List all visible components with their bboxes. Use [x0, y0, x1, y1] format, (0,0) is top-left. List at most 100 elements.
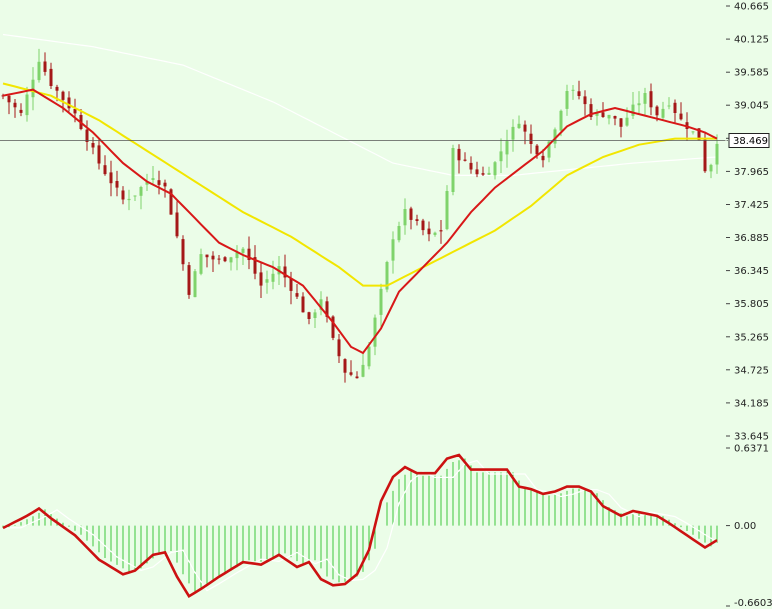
candle: [499, 138, 503, 173]
candle-body: [577, 91, 581, 96]
candle: [115, 170, 119, 197]
candle-body: [691, 131, 695, 133]
candle: [85, 120, 89, 151]
price-tick-label: 39.585: [734, 68, 769, 79]
candle-body: [535, 145, 539, 155]
candle-body: [13, 102, 17, 108]
candle: [193, 269, 197, 298]
candle-body: [559, 110, 563, 131]
ma-long-line: [2, 33, 718, 176]
candle-body: [187, 265, 191, 295]
candle-body: [349, 372, 353, 375]
candle-body: [301, 296, 305, 313]
candle: [7, 94, 11, 115]
candle: [121, 186, 125, 205]
candle-body: [229, 257, 233, 263]
candle: [619, 118, 623, 138]
candle: [583, 90, 587, 116]
candle-body: [679, 113, 683, 120]
candle-body: [385, 262, 389, 290]
candle: [613, 115, 617, 126]
price-tick-label: 34.725: [734, 365, 769, 376]
candle-body: [145, 181, 149, 185]
price-tick-label: 35.265: [734, 332, 769, 343]
candle-body: [43, 61, 47, 72]
price-tick-label: 36.345: [734, 266, 769, 277]
candle: [217, 255, 221, 265]
candle: [295, 284, 299, 299]
candle: [637, 91, 641, 115]
candle: [253, 245, 257, 280]
candle: [265, 270, 269, 294]
candle-body: [625, 117, 629, 126]
candle-body: [493, 162, 497, 176]
price-tick-label: 37.965: [734, 167, 769, 178]
candle-body: [157, 180, 161, 185]
price-tick-label: 40.125: [734, 35, 769, 46]
price-tick-label: 36.885: [734, 233, 769, 244]
candle: [337, 334, 341, 363]
candle: [247, 236, 251, 270]
candle-body: [205, 254, 209, 258]
candle: [415, 214, 419, 226]
candle-body: [271, 273, 275, 282]
candle-body: [289, 278, 293, 291]
candle: [631, 92, 635, 119]
candle: [421, 218, 425, 236]
price-tick-label: 37.425: [734, 200, 769, 211]
candle-body: [115, 181, 119, 188]
candle-body: [481, 173, 485, 175]
candle: [439, 220, 443, 244]
candle-body: [37, 61, 41, 81]
candle-body: [595, 112, 599, 116]
candle: [103, 155, 107, 176]
osc-trail-line: [3, 459, 718, 592]
candle: [97, 139, 101, 170]
candle: [391, 231, 395, 274]
candle-body: [613, 116, 617, 119]
candle: [271, 260, 275, 290]
candle-body: [235, 252, 239, 259]
candle: [457, 144, 461, 174]
candle-body: [439, 230, 443, 232]
candle: [283, 254, 287, 288]
candle-body: [433, 232, 437, 235]
candle-body: [283, 266, 287, 278]
candle-body: [469, 162, 473, 170]
candle-body: [361, 364, 365, 377]
osc-tick-label: -0.6603: [734, 598, 772, 609]
price-tick-label: 40.665: [734, 2, 769, 13]
candle-body: [529, 133, 533, 144]
candle-body: [49, 68, 53, 86]
candle-body: [421, 220, 425, 231]
candle-body: [163, 182, 167, 187]
candle: [691, 131, 695, 135]
candle: [589, 98, 593, 120]
candle: [67, 91, 71, 112]
candle-body: [415, 219, 419, 221]
candle-body: [373, 317, 377, 347]
candle-body: [697, 128, 701, 141]
candle: [343, 358, 347, 383]
ma-slow-line: [2, 82, 717, 287]
candle-body: [643, 93, 647, 104]
price-tick-label: 39.045: [734, 101, 769, 112]
candle-body: [1, 95, 5, 97]
candle: [313, 309, 317, 328]
candle-body: [709, 164, 713, 172]
candle: [43, 52, 47, 76]
candle: [643, 87, 647, 115]
candle: [139, 185, 143, 210]
candle: [367, 342, 371, 370]
candle: [379, 283, 383, 328]
osc-signal-line: [2, 453, 718, 598]
candle: [223, 256, 227, 263]
candle: [355, 371, 359, 379]
candle: [319, 291, 323, 316]
candle-body: [553, 129, 557, 144]
candle-body: [565, 91, 569, 109]
candle: [175, 201, 179, 239]
candle: [565, 84, 569, 116]
candle-body: [583, 96, 587, 105]
